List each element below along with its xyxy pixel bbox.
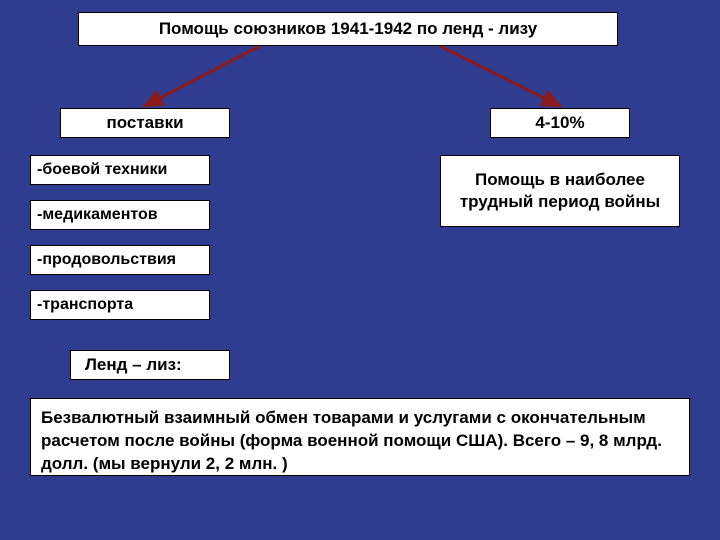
right-description: Помощь в наиболее трудный период войны (440, 155, 680, 227)
supply-item-3: -продовольствия (30, 245, 210, 275)
definition-text-box: Безвалютный взаимный обмен товарами и ус… (30, 398, 690, 476)
supply-item-1-text: -боевой техники (37, 161, 167, 179)
definition-text: Безвалютный взаимный обмен товарами и ус… (41, 407, 679, 476)
supply-item-1: -боевой техники (30, 155, 210, 185)
supply-item-4-text: -транспорта (37, 296, 133, 314)
percent-header-text: 4-10% (535, 113, 584, 133)
definition-label-text: Ленд – лиз: (85, 355, 182, 375)
supply-item-2-text: -медикаментов (37, 206, 158, 224)
percent-header: 4-10% (490, 108, 630, 138)
definition-label: Ленд – лиз: (70, 350, 230, 380)
supplies-header: поставки (60, 108, 230, 138)
arrow-left (145, 46, 260, 106)
arrow-right (440, 46, 560, 106)
right-description-text: Помощь в наиболее трудный период войны (449, 169, 671, 213)
title-text: Помощь союзников 1941-1942 по ленд - лиз… (159, 19, 537, 39)
supply-item-3-text: -продовольствия (37, 251, 176, 269)
supplies-header-text: поставки (106, 113, 183, 133)
supply-item-2: -медикаментов (30, 200, 210, 230)
title-box: Помощь союзников 1941-1942 по ленд - лиз… (78, 12, 618, 46)
supply-item-4: -транспорта (30, 290, 210, 320)
slide: Помощь союзников 1941-1942 по ленд - лиз… (0, 0, 720, 540)
